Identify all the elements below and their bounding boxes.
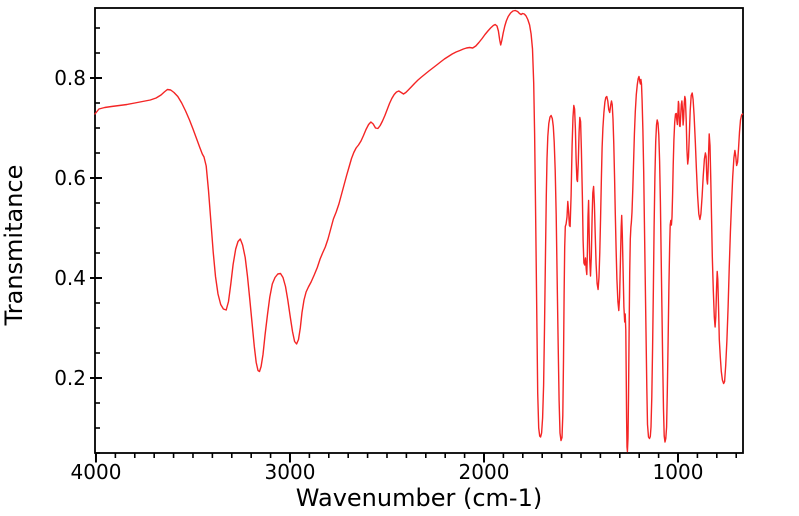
plot-border xyxy=(94,7,744,454)
x-tick-label: 3000 xyxy=(265,460,316,484)
x-axis-title: Wavenumber (cm-1) xyxy=(296,484,542,512)
x-tick-label: 1000 xyxy=(653,460,704,484)
y-tick-label: 0.6 xyxy=(54,166,86,190)
x-tick-label: 4000 xyxy=(71,460,122,484)
plot-area: 4000 3000 2000 1000 0.2 0.4 0.6 0.8 xyxy=(54,7,744,484)
spectrum-line xyxy=(94,9,744,453)
y-tick-label: 0.8 xyxy=(54,66,86,90)
y-axis-title: Transmitance xyxy=(0,165,28,327)
y-tick-label: 0.2 xyxy=(54,366,86,390)
x-tick-label: 2000 xyxy=(459,460,510,484)
y-tick-label: 0.4 xyxy=(54,266,86,290)
